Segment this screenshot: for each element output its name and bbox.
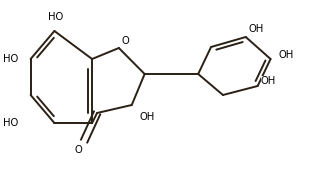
Text: HO: HO — [3, 54, 19, 64]
Text: OH: OH — [249, 24, 264, 34]
Text: OH: OH — [278, 50, 294, 60]
Text: OH: OH — [261, 76, 276, 86]
Text: O: O — [74, 145, 82, 155]
Text: HO: HO — [49, 12, 64, 22]
Text: HO: HO — [3, 118, 19, 128]
Text: OH: OH — [140, 112, 155, 122]
Text: O: O — [122, 36, 130, 46]
